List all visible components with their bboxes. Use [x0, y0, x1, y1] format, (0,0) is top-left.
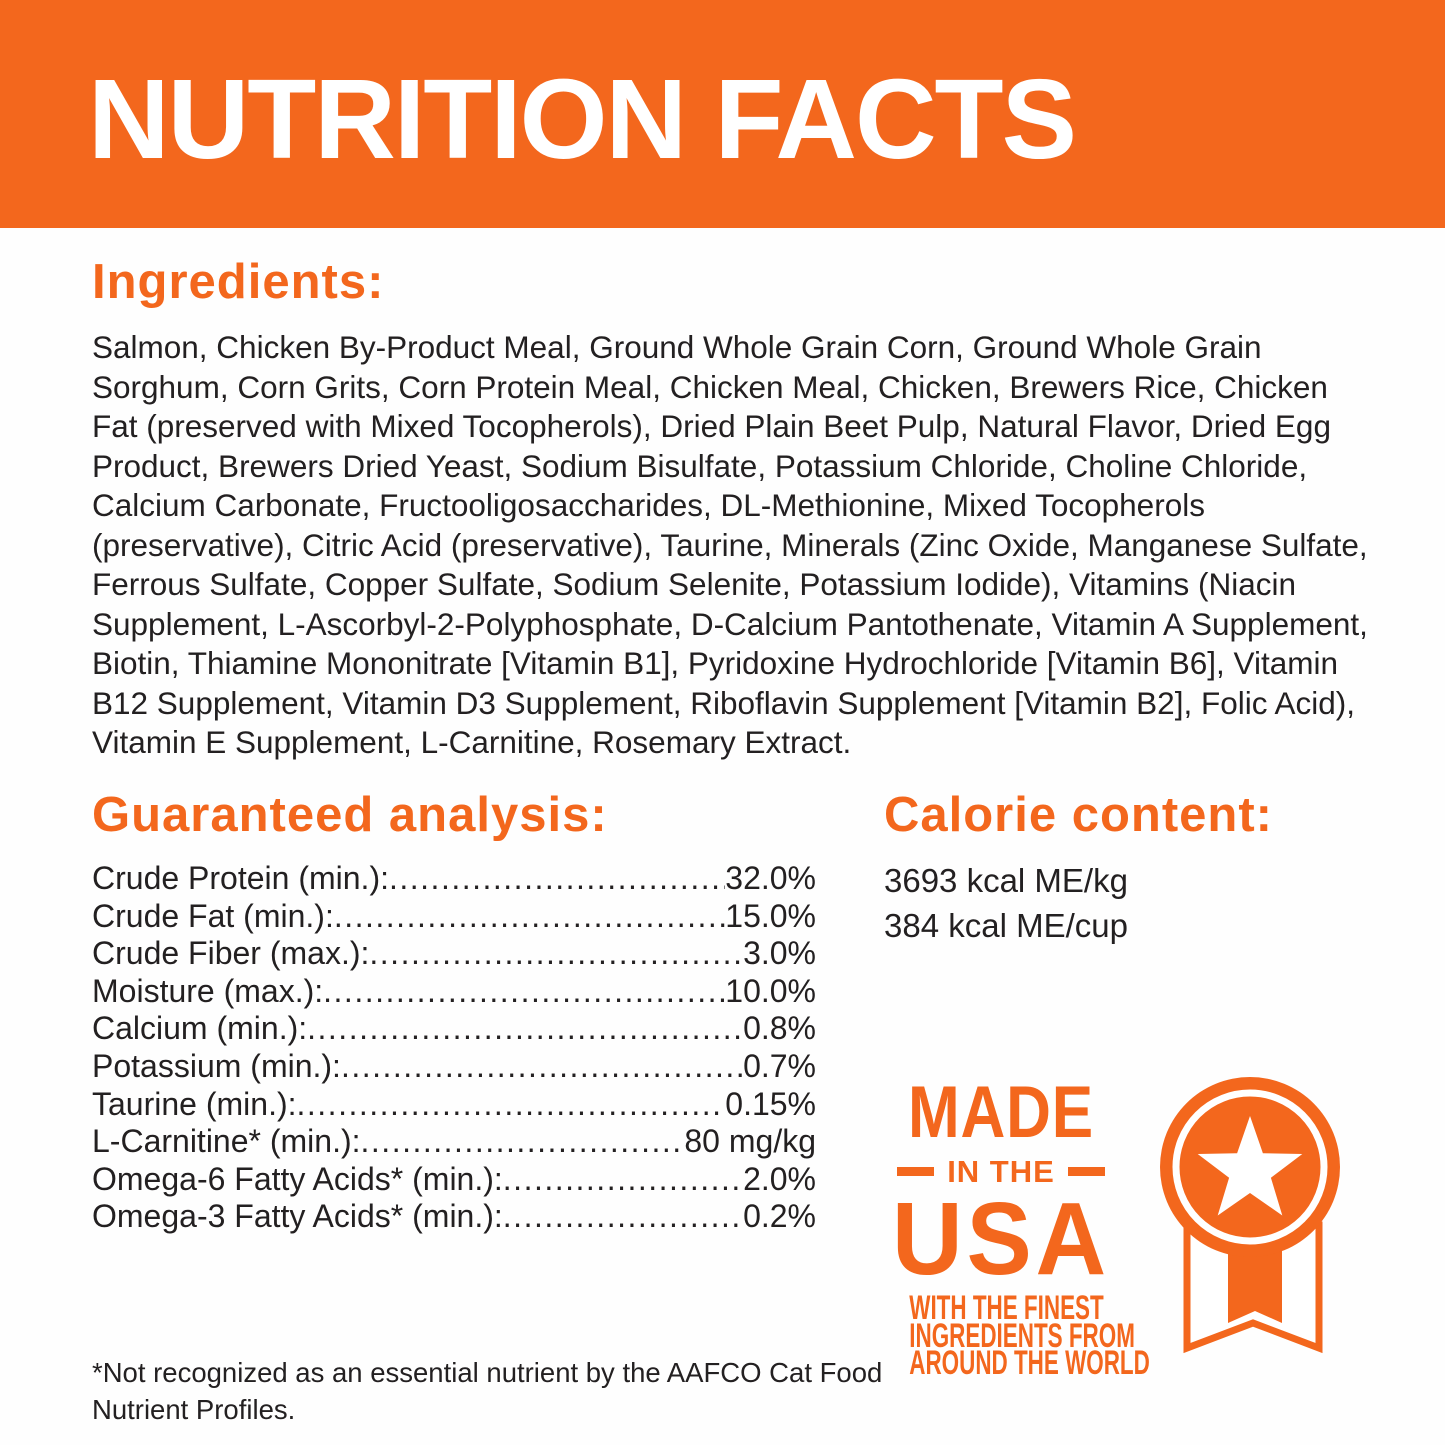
dotted-leader — [503, 1161, 743, 1199]
calorie-content-heading: Calorie content: — [884, 788, 1273, 842]
dotted-leader — [341, 1048, 743, 1086]
nutrient-label: Crude Protein (min.): — [92, 860, 389, 896]
subtitle-line: WITH THE FINEST — [909, 1289, 1104, 1327]
in-the-text: IN THE — [947, 1154, 1055, 1189]
table-row: Crude Fat (min.): 15.0% — [92, 898, 816, 936]
nutrient-label: Omega-6 Fatty Acids* (min.): — [92, 1160, 503, 1197]
dotted-leader — [361, 1123, 685, 1161]
header-banner: NUTRITION FACTS — [0, 0, 1445, 228]
nutrient-value: 3.0% — [743, 935, 816, 972]
made-in-usa-word-usa: USA — [892, 1181, 1110, 1296]
dotted-leader — [334, 898, 725, 936]
guaranteed-analysis-heading: Guaranteed analysis: — [92, 788, 608, 842]
table-row: Potassium (min.): 0.7% — [92, 1048, 816, 1086]
table-row: Moisture (max.): 10.0% — [92, 973, 816, 1011]
table-row: Calcium (min.): 0.8% — [92, 1010, 816, 1048]
nutrient-label: Moisture (max.): — [92, 972, 324, 1009]
table-row: Omega-3 Fatty Acids* (min.): 0.2% — [92, 1198, 816, 1236]
nutrient-value: 0.8% — [743, 1010, 816, 1047]
dotted-leader — [369, 935, 743, 973]
nutrient-value: 0.7% — [743, 1047, 816, 1084]
table-row: Taurine (min.): 0.15% — [92, 1086, 816, 1124]
aafco-footnote: *Not recognized as an essential nutrient… — [92, 1357, 883, 1425]
nutrient-value: 15.0% — [725, 897, 816, 934]
nutrient-value: 0.2% — [743, 1198, 816, 1235]
dash-left — [897, 1167, 935, 1176]
made-in-usa-lockup: MADE IN THE USA WITH THE FINEST INGREDIE… — [862, 1072, 1150, 1382]
dash-right — [1067, 1167, 1105, 1176]
calorie-value-per-kg: 3693 kcal ME/kg — [884, 862, 1128, 899]
made-in-usa-subtitle: WITH THE FINEST INGREDIENTS FROM AROUND … — [862, 1289, 1150, 1382]
nutrient-label: L-Carnitine* (min.): — [92, 1123, 361, 1160]
table-row: L-Carnitine* (min.): 80 mg/kg — [92, 1123, 816, 1161]
calorie-content-values: 3693 kcal ME/kg 384 kcal ME/cup — [884, 858, 1128, 948]
nutrient-label: Omega-3 Fatty Acids* (min.): — [92, 1198, 503, 1235]
table-row: Crude Protein (min.): 32.0% — [92, 860, 816, 898]
nutrient-label: Crude Fat (min.): — [92, 897, 334, 934]
nutrient-label: Taurine (min.): — [92, 1085, 297, 1122]
star-icon — [1197, 1116, 1303, 1216]
nutrient-label: Crude Fiber (max.): — [92, 935, 370, 972]
guaranteed-analysis-table: Crude Protein (min.): 32.0% Crude Fat (mi… — [92, 860, 816, 1236]
nutrient-value: 80 mg/kg — [684, 1123, 816, 1160]
dotted-leader — [323, 973, 725, 1011]
nutrient-value: 2.0% — [743, 1160, 816, 1197]
made-in-usa-word-in-the: IN THE — [862, 1156, 1140, 1187]
nutrient-label: Potassium (min.): — [92, 1047, 341, 1084]
page-title: NUTRITION FACTS — [88, 55, 1077, 182]
subtitle-line: AROUND THE WORLD — [909, 1344, 1150, 1382]
dotted-leader — [389, 860, 725, 898]
ribbon-star-badge-icon — [1160, 1077, 1340, 1354]
made-in-usa-word-made: MADE — [907, 1072, 1095, 1153]
nutrient-value: 0.15% — [725, 1085, 816, 1122]
table-row: Crude Fiber (max.): 3.0% — [92, 935, 816, 973]
dotted-leader — [503, 1198, 743, 1236]
dotted-leader — [307, 1010, 743, 1048]
dotted-leader — [297, 1086, 726, 1124]
ingredients-text: Salmon, Chicken By-Product Meal, Ground … — [92, 329, 1368, 760]
nutrient-label: Calcium (min.): — [92, 1010, 308, 1047]
table-row: Omega-6 Fatty Acids* (min.): 2.0% — [92, 1161, 816, 1199]
ingredients-heading: Ingredients: — [92, 255, 385, 309]
calorie-value-per-cup: 384 kcal ME/cup — [884, 907, 1128, 944]
nutrient-value: 32.0% — [725, 860, 816, 896]
nutrient-value: 10.0% — [725, 972, 816, 1009]
